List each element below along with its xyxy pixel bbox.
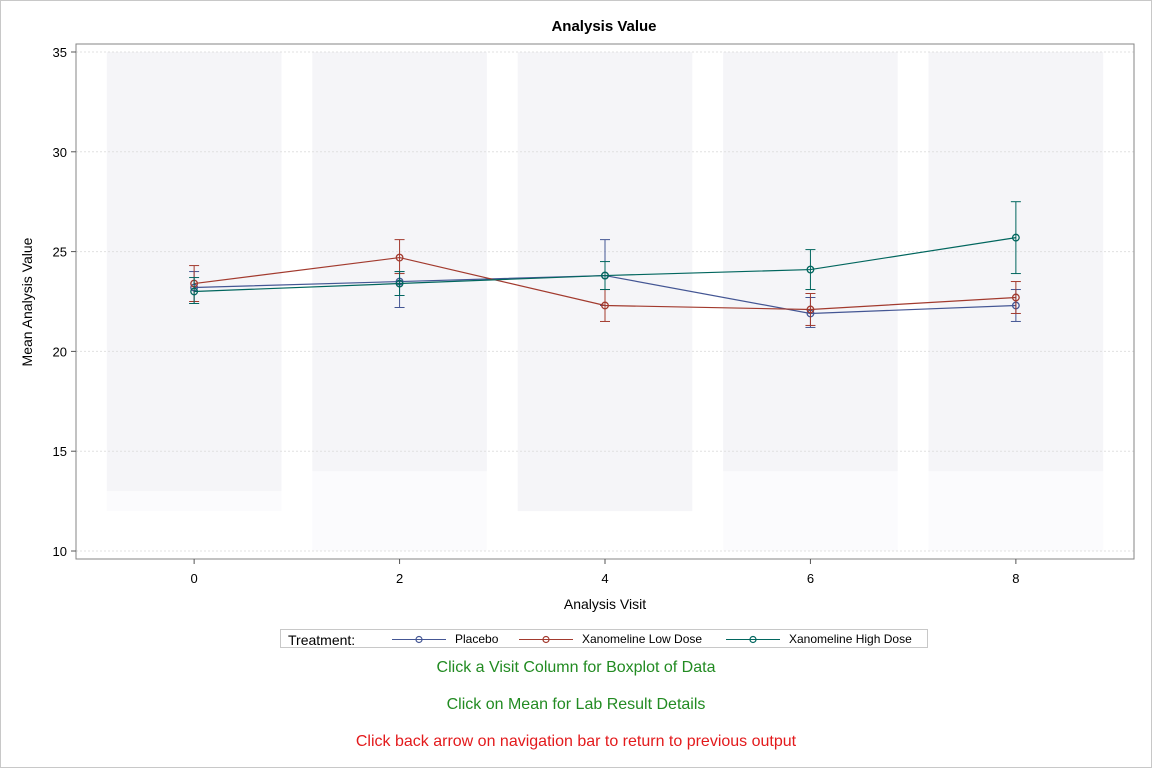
visit-column-lower[interactable] xyxy=(106,491,282,512)
y-tick-label: 25 xyxy=(53,245,67,260)
legend-swatch xyxy=(392,635,446,644)
boxplot-hint: Click a Visit Column for Boxplot of Data xyxy=(436,659,716,676)
back-hint: Click back arrow on navigation bar to re… xyxy=(355,733,797,750)
legend-swatch xyxy=(726,635,780,644)
legend: Treatment: Placebo Xanomeline Low Dose Xan… xyxy=(280,629,928,648)
x-tick-label: 0 xyxy=(191,571,198,586)
legend-swatch xyxy=(519,635,573,644)
legend-title: Treatment: xyxy=(288,632,356,648)
y-axis-label: Mean Analysis Value xyxy=(19,237,35,366)
series-xanomeline-high-dose xyxy=(189,201,1021,304)
series-group xyxy=(189,201,1021,328)
mean-marker[interactable] xyxy=(601,301,609,310)
mean-hint: Click on Mean for Lab Result Details xyxy=(446,696,706,713)
chart-title: Analysis Value xyxy=(551,18,656,35)
legend-label: Xanomeline Low Dose xyxy=(582,632,703,646)
legend-label: Placebo xyxy=(455,632,499,646)
mean-marker[interactable] xyxy=(395,279,404,288)
y-tick-label: 10 xyxy=(53,544,67,559)
x-axis: 0 2 4 6 8 xyxy=(191,559,1019,586)
x-tick-label: 6 xyxy=(807,571,814,586)
visit-column-lower[interactable] xyxy=(312,471,487,552)
y-tick-label: 35 xyxy=(53,45,67,60)
x-tick-label: 2 xyxy=(396,571,403,586)
line-chart: Analysis Value 10 15 20 25 30 35 0 2 4 6 8 Analys… xyxy=(19,18,1135,612)
y-tick-label: 30 xyxy=(53,145,67,160)
y-axis: 10 15 20 25 30 35 xyxy=(53,45,76,559)
y-tick-label: 20 xyxy=(53,344,67,359)
mean-marker[interactable] xyxy=(601,271,609,280)
visit-column-lower[interactable] xyxy=(723,471,898,552)
x-axis-label: Analysis Visit xyxy=(564,596,646,612)
mean-marker[interactable] xyxy=(395,253,404,262)
mean-marker[interactable] xyxy=(1011,293,1020,302)
x-tick-label: 8 xyxy=(1012,571,1019,586)
mean-marker[interactable] xyxy=(1011,233,1020,242)
mean-marker[interactable] xyxy=(806,305,815,314)
mean-marker[interactable] xyxy=(806,265,815,274)
mean-marker[interactable] xyxy=(190,287,199,296)
visit-column-lower[interactable] xyxy=(928,471,1104,552)
y-tick-label: 15 xyxy=(53,444,67,459)
legend-label: Xanomeline High Dose xyxy=(789,632,912,646)
x-tick-label: 4 xyxy=(601,571,608,586)
